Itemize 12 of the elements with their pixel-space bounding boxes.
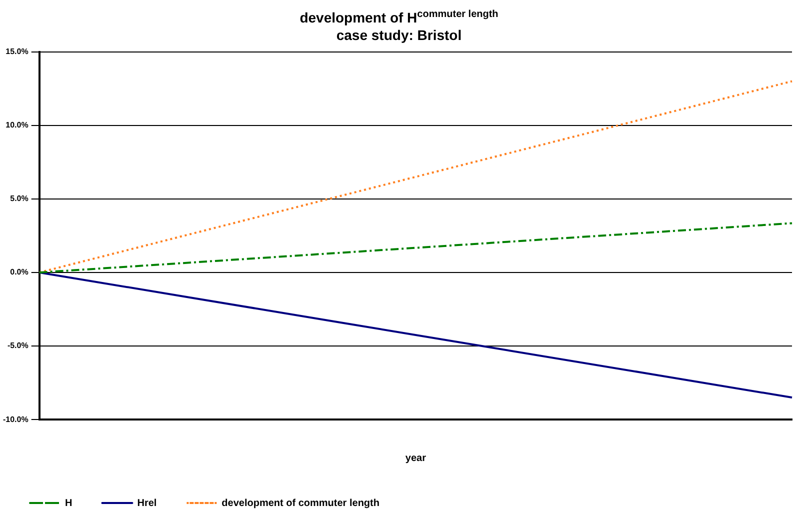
y-tick-label: 0.0% (10, 267, 28, 276)
y-tick-label: -5.0% (7, 340, 28, 350)
chart-subtitle: case study: Bristol (335, 26, 463, 44)
chart-title: development of H$^{commuter length}$ (298, 8, 500, 27)
legend-label: H (65, 497, 72, 508)
legend-label: Hrel (137, 497, 157, 508)
y-tick-label: 10.0% (6, 120, 28, 130)
x-axis-title: year (405, 452, 426, 464)
legend-label: development of commuter length (222, 497, 380, 508)
y-tick-label: 5.0% (10, 194, 28, 203)
y-tick-label: -10.0% (2, 414, 28, 424)
y-tick-label: 15.0% (6, 46, 28, 56)
